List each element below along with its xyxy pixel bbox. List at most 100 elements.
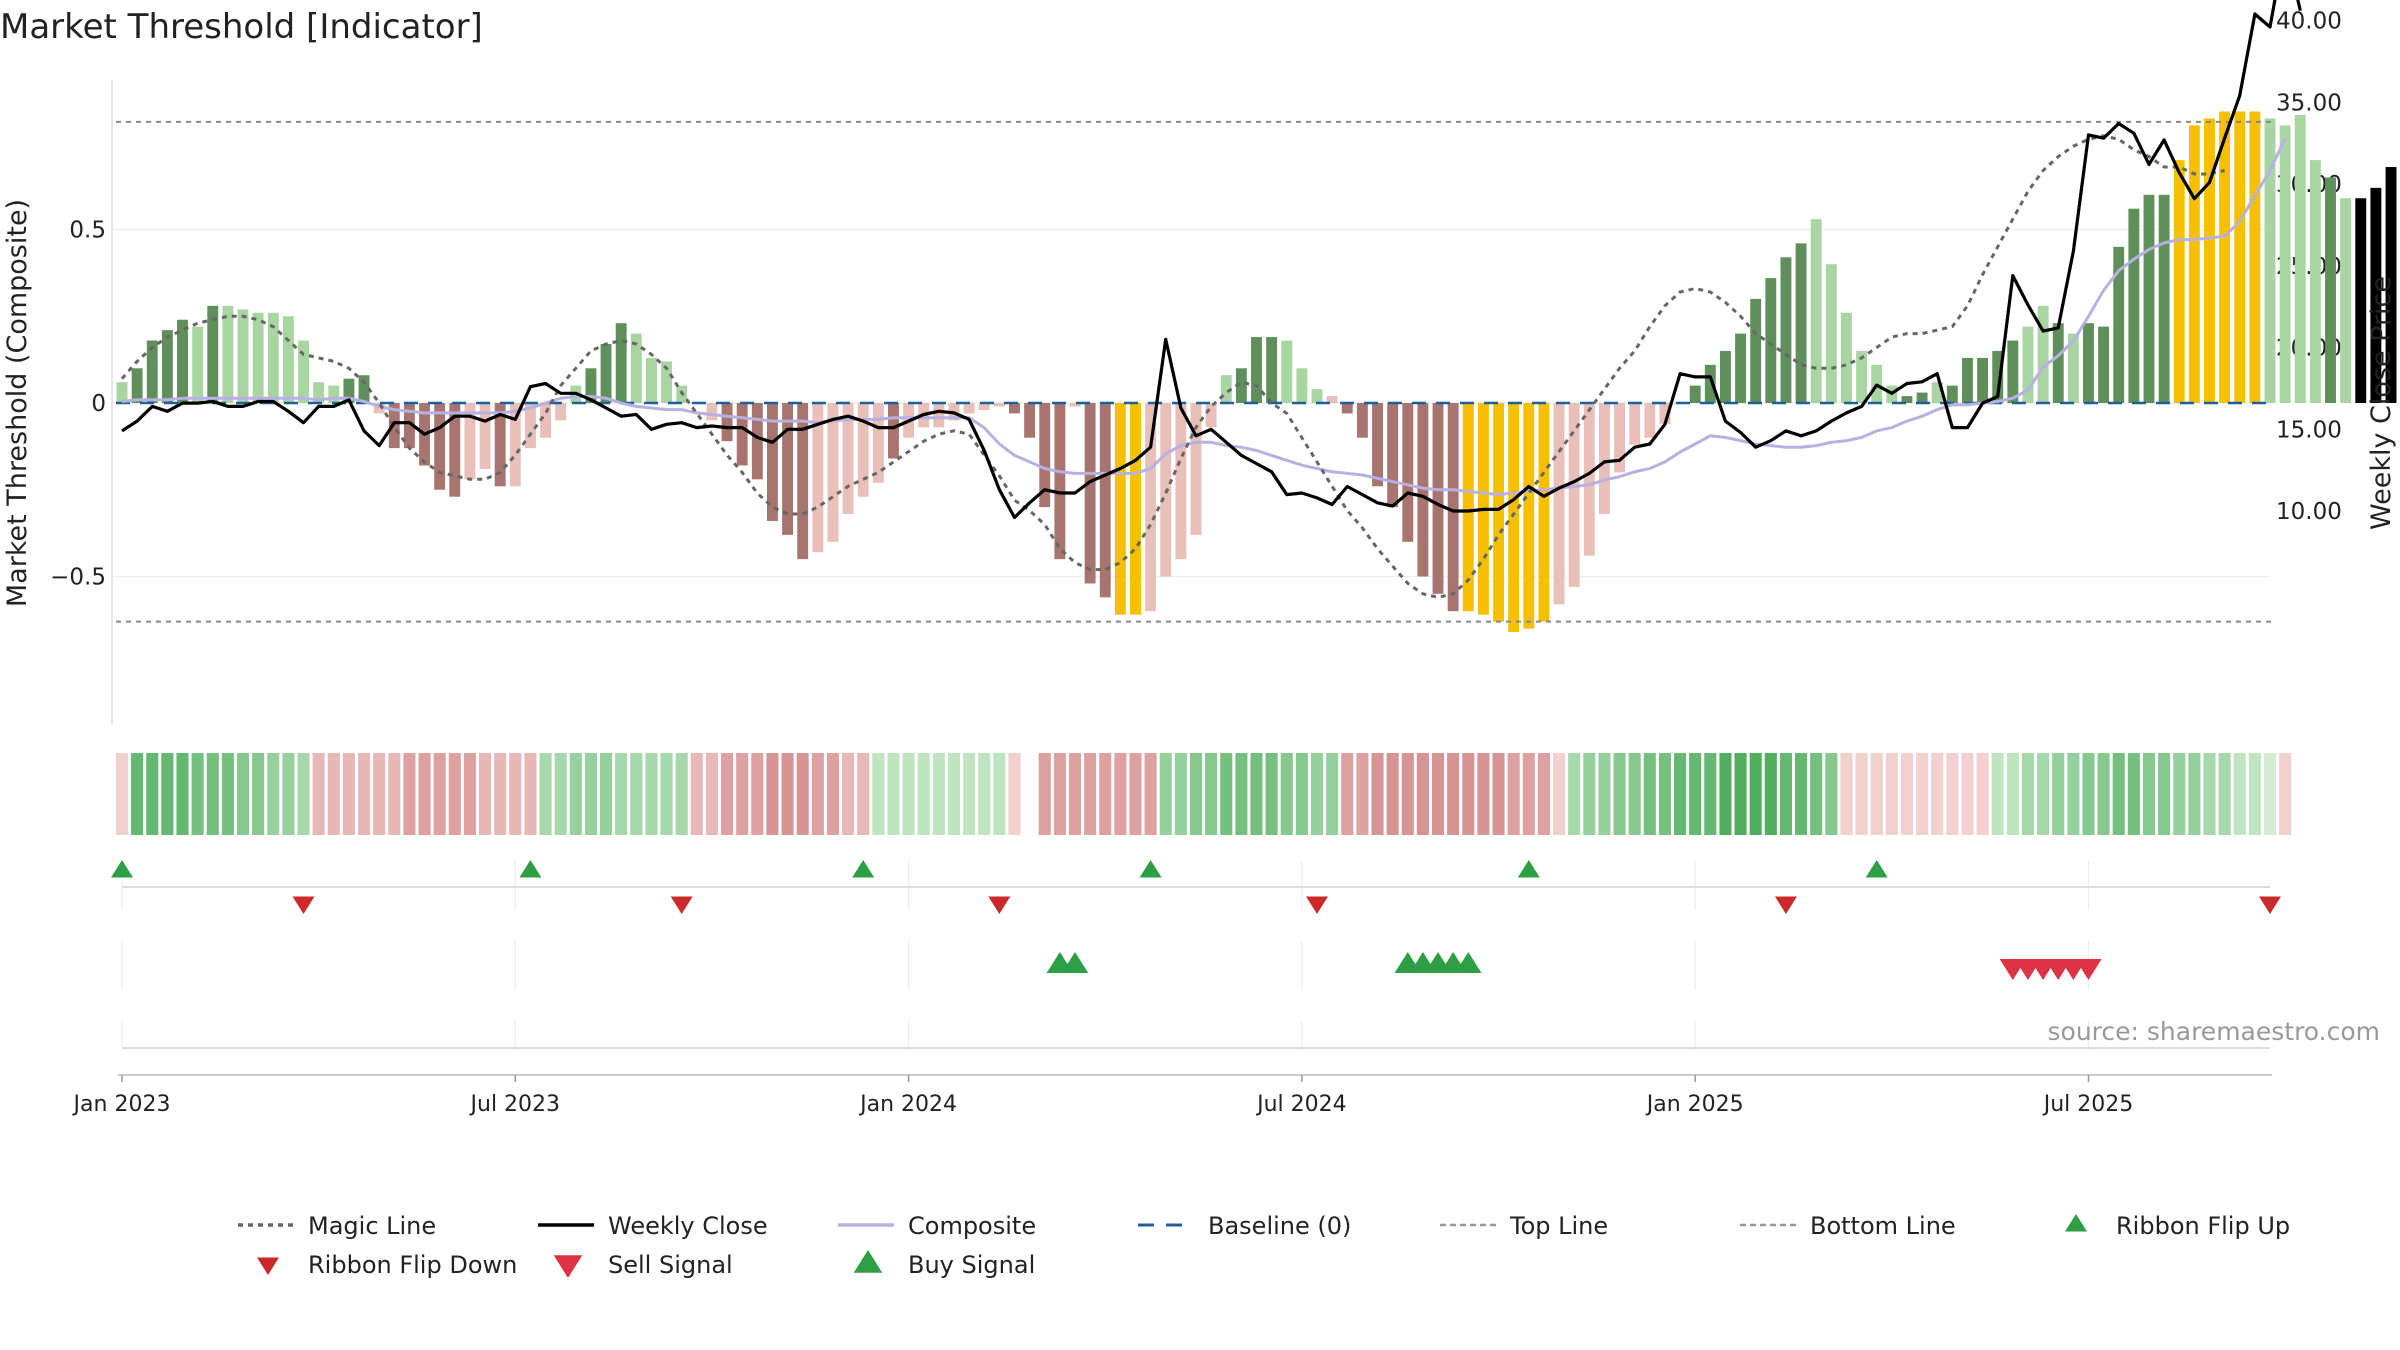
composite-bar [1281,340,1293,403]
composite-bar [1583,403,1595,556]
composite-bar [207,305,219,403]
ribbon-segment [176,753,189,835]
ribbon-segment [2082,753,2095,835]
composite-bar [540,403,551,438]
legend-item-top: Top Line [1440,1212,1608,1240]
composite-bar [1099,403,1111,598]
ribbon-segment [524,753,537,835]
ribbon-flip-up-marker [519,860,542,878]
ribbon-segment [1931,753,1944,835]
legend-label-bottom: Bottom Line [1810,1212,1956,1240]
y-tick-left-label: 0 [91,391,106,417]
composite-bar [1462,403,1474,612]
composite-bar [585,368,597,403]
ribbon-segment [1023,753,1036,835]
ribbon-segment [2097,753,2110,835]
legend: Magic Line Weekly Close Composite Baseline … [238,1212,2290,1279]
composite-bar [661,361,673,403]
ribbon-segment [2263,753,2277,835]
composite-bar [403,403,415,449]
ribbon-segment [342,753,355,835]
composite-bar [1962,357,1973,403]
ribbon-segment [221,753,234,835]
ribbon-segment [1734,753,1747,835]
composite-bar [1024,403,1036,438]
x-tick-label: Jul 2024 [1255,1092,1347,1117]
ribbon-flip-down-marker [988,896,1011,914]
x-axis: Jan 2023 Jul 2023 Jan 2024 Jul 2024 Jan 2025… [72,1074,2272,1117]
composite-bar [237,309,249,403]
composite-bar [555,403,567,421]
ribbon-segment [2052,753,2065,835]
composite-bar [1553,403,1565,605]
composite-line [121,137,2287,497]
ribbon-segment [811,753,824,835]
composite-bar [2128,208,2140,403]
legend-item-bottom: Bottom Line [1740,1212,1956,1240]
ribbon-segment [615,753,628,835]
ribbon-segment [1144,753,1157,835]
ribbon-segment [494,753,507,835]
legend-swatch-buy [853,1250,883,1273]
ribbon-segment [1961,753,1974,835]
composite-bar [1402,403,1414,542]
composite-bar [1175,403,1187,560]
y-tick-right-label: 10.00 [2276,499,2342,525]
ribbon-segment [796,753,809,835]
composite-bar [1372,403,1383,487]
ribbon-segment [1326,753,1339,835]
composite-bar [1523,403,1535,629]
ribbon-segment [1749,753,1762,835]
composite-bar [161,330,173,403]
ribbon-segment [131,753,144,835]
ribbon-segment [1386,753,1399,835]
composite-bar [2309,160,2321,403]
composite-bar [116,382,128,403]
ribbon-segment [1431,753,1445,835]
ribbon-segment [963,753,976,835]
ribbon-segment [1220,753,1233,835]
legend-label-flipup: Ribbon Flip Up [2116,1212,2290,1240]
ribbon-segment [463,753,476,835]
composite-bar [751,403,763,480]
ribbon-segment [1795,753,1808,835]
composite-bar [267,312,279,403]
composite-bar [2098,326,2110,403]
legend-item-flipdown: Ribbon Flip Down [257,1251,517,1279]
composite-bar [812,403,824,553]
ribbon-segment [1099,753,1112,835]
ribbon-segment [2158,753,2171,835]
composite-bar [2249,111,2261,404]
composite-bar [1568,403,1580,587]
composite-bar [509,403,521,487]
ribbon-segment [705,753,718,835]
composite-bar [1689,385,1701,403]
buy-signal-marker [1061,952,1089,973]
ribbon-segment [1779,753,1792,835]
ribbon-segment [675,753,688,835]
composite-bar [1311,389,1323,403]
composite-bar [1841,312,1852,403]
composite-bar [1069,403,1081,407]
composite-bar [615,323,627,403]
composite-bar [2279,125,2291,404]
composite-bar [1190,403,1202,535]
legend-label-magic: Magic Line [308,1212,436,1240]
composite-bar [963,403,975,414]
composite-bar [2188,125,2200,404]
ribbon-flip-down-marker [1774,896,1797,914]
ribbon-segment [2248,753,2261,835]
composite-bar [2007,340,2019,403]
legend-item-composite: Composite [838,1212,1036,1240]
ribbon-segment [645,753,658,835]
x-tick-label: Jan 2024 [858,1092,957,1117]
composite-bar [600,344,612,403]
ribbon-segment [978,753,991,835]
composite-bar [1387,403,1399,508]
composite-bar [2325,177,2336,403]
ribbon-segment [1038,753,1051,835]
composite-bar [131,368,143,403]
composite-bar [2340,198,2352,403]
ribbon-segment [1447,753,1460,835]
ribbon-segment [1598,753,1611,835]
